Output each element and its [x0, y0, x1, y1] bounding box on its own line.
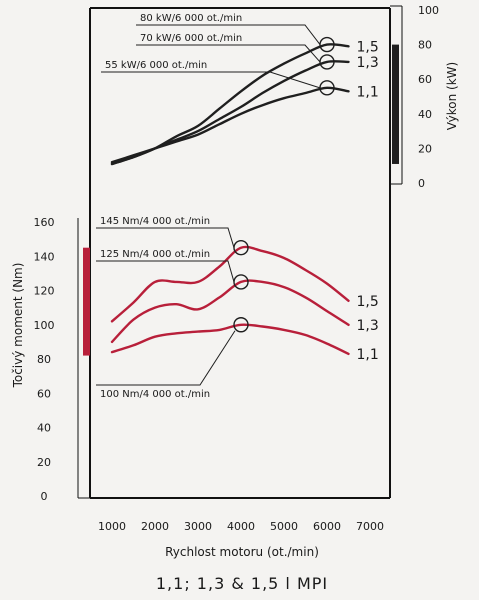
power-annotation-leader — [101, 71, 321, 89]
x-tick-label: 2000 — [141, 520, 169, 533]
power-annotation-leader — [136, 24, 321, 45]
torque-y-axis: 0 20 40 60 80 100 120 140 160 — [34, 216, 55, 503]
series-end-labels: 1,51,31,11,51,31,1 — [357, 39, 379, 363]
torque-tick-label: 140 — [34, 250, 55, 263]
torque-annotation-leader — [96, 227, 235, 248]
x-tick-label: 6000 — [313, 520, 341, 533]
torque-annotation-circle — [233, 317, 249, 333]
power-axis-title: Výkon (kW) — [445, 62, 459, 130]
power-y-axis: 0 20 40 60 80 100 — [418, 4, 439, 190]
torque-range-bar — [83, 247, 90, 356]
torque-tick-label: 0 — [41, 490, 48, 503]
torque-end-label: 1,5 — [357, 294, 379, 310]
torque-end-label: 1,1 — [357, 347, 379, 363]
x-tick-label: 1000 — [98, 520, 126, 533]
torque-line-1-1 — [110, 323, 350, 356]
power-annotation-label: 80 kW/6 000 ot./min — [140, 13, 242, 24]
power-end-label: 1,5 — [357, 39, 379, 55]
power-range-bar — [392, 44, 399, 164]
annotations: 80 kW/6 000 ot./min 70 kW/6 000 ot./min 55… — [96, 13, 335, 400]
torque-tick-label: 160 — [34, 216, 55, 229]
torque-axis-title: Točivý moment (Nm) — [11, 263, 25, 389]
power-annotation-label: 55 kW/6 000 ot./min — [105, 60, 207, 71]
x-tick-label: 4000 — [227, 520, 255, 533]
torque-tick-label: 120 — [34, 285, 55, 298]
torque-tick-label: 40 — [37, 422, 51, 435]
torque-tick-label: 20 — [37, 456, 51, 469]
power-annotation-leader — [136, 44, 321, 63]
torque-tick-label: 100 — [34, 319, 55, 332]
power-tick-label: 40 — [418, 108, 432, 121]
torque-annotation-label: 145 Nm/4 000 ot./min — [100, 216, 210, 227]
torque-annotation-leader — [96, 260, 235, 283]
x-tick-label: 7000 — [356, 520, 384, 533]
x-tick-label: 3000 — [184, 520, 212, 533]
power-annotation-label: 70 kW/6 000 ot./min — [140, 33, 242, 44]
torque-tick-label: 60 — [37, 387, 51, 400]
x-tick-label: 5000 — [270, 520, 298, 533]
power-tick-label: 60 — [418, 73, 432, 86]
power-tick-label: 80 — [418, 39, 432, 52]
torque-line-1-5 — [110, 245, 350, 323]
power-series — [110, 43, 350, 166]
range-bars — [83, 44, 399, 356]
x-axis: 1000 2000 3000 4000 5000 6000 7000 — [98, 520, 384, 533]
torque-annotation-label: 125 Nm/4 000 ot./min — [100, 249, 210, 260]
torque-line-1-3 — [110, 279, 350, 344]
torque-tick-label: 80 — [37, 353, 51, 366]
power-tick-label: 100 — [418, 4, 439, 17]
power-tick-label: 0 — [418, 177, 425, 190]
power-tick-label: 20 — [418, 142, 432, 155]
x-axis-title: Rychlost motoru (ot./min) — [165, 545, 319, 559]
torque-end-label: 1,3 — [357, 318, 379, 334]
torque-series — [110, 245, 350, 356]
power-end-label: 1,3 — [357, 55, 379, 71]
power-end-label: 1,1 — [357, 84, 379, 100]
power-line-1-3 — [110, 60, 350, 166]
chart-caption: 1,1; 1,3 & 1,5 l MPI — [156, 574, 328, 593]
torque-annotation-label: 100 Nm/4 000 ot./min — [100, 389, 210, 400]
torque-annotation-leader — [96, 330, 236, 386]
power-line-1-1 — [110, 86, 350, 164]
